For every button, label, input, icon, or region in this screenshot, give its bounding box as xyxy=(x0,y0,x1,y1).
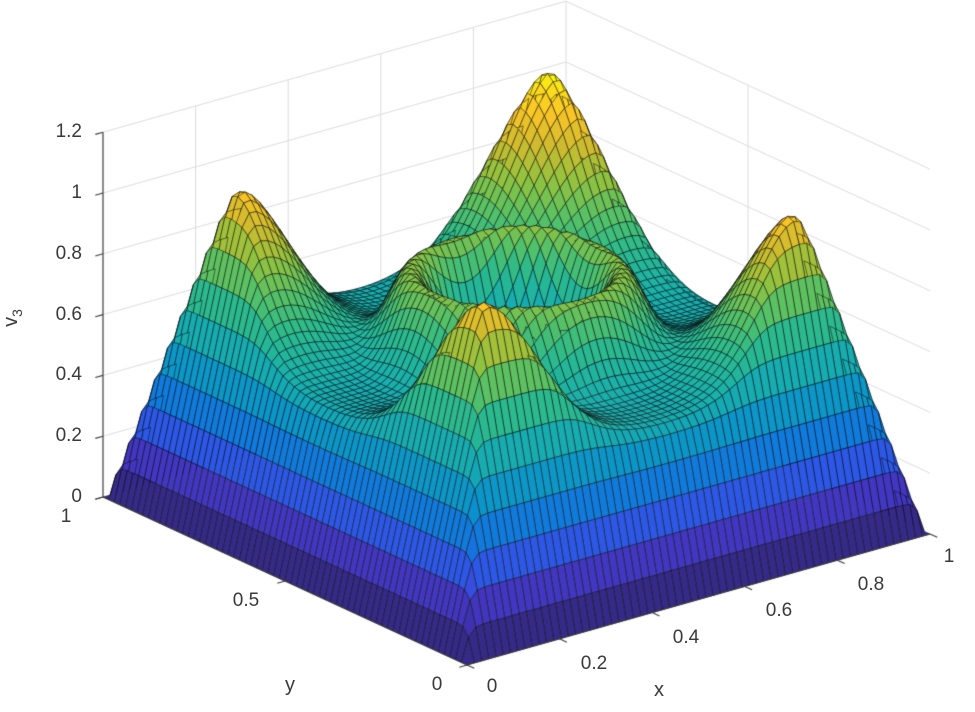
x-axis-label: x xyxy=(654,679,664,701)
x-tick-label: 0.2 xyxy=(580,653,608,674)
z-axis-label-subscript: 3 xyxy=(9,309,25,317)
x-tick-label: 1 xyxy=(943,546,955,567)
z-tick-label: 1.2 xyxy=(55,121,82,142)
x-tick-label: 0.4 xyxy=(672,627,700,648)
y-tick-label: 1 xyxy=(60,506,72,527)
z-tick-label: 1 xyxy=(71,182,82,203)
z-axis-label: v3 xyxy=(0,293,46,343)
z-tick-label: 0 xyxy=(71,486,82,507)
z-tick-label: 0.4 xyxy=(55,364,82,385)
z-tick-label: 0.6 xyxy=(55,304,82,325)
x-tick-label: 0.8 xyxy=(857,574,885,595)
x-tick-label: 0 xyxy=(486,676,498,697)
y-axis-label: y xyxy=(285,674,295,696)
y-tick-label: 0.5 xyxy=(232,590,260,611)
z-axis-label-main: v xyxy=(0,316,22,327)
z-tick-label: 0.2 xyxy=(55,425,82,446)
y-tick-label: 0 xyxy=(431,674,443,695)
x-tick-label: 0.6 xyxy=(765,600,793,621)
z-tick-label: 0.8 xyxy=(55,243,82,264)
